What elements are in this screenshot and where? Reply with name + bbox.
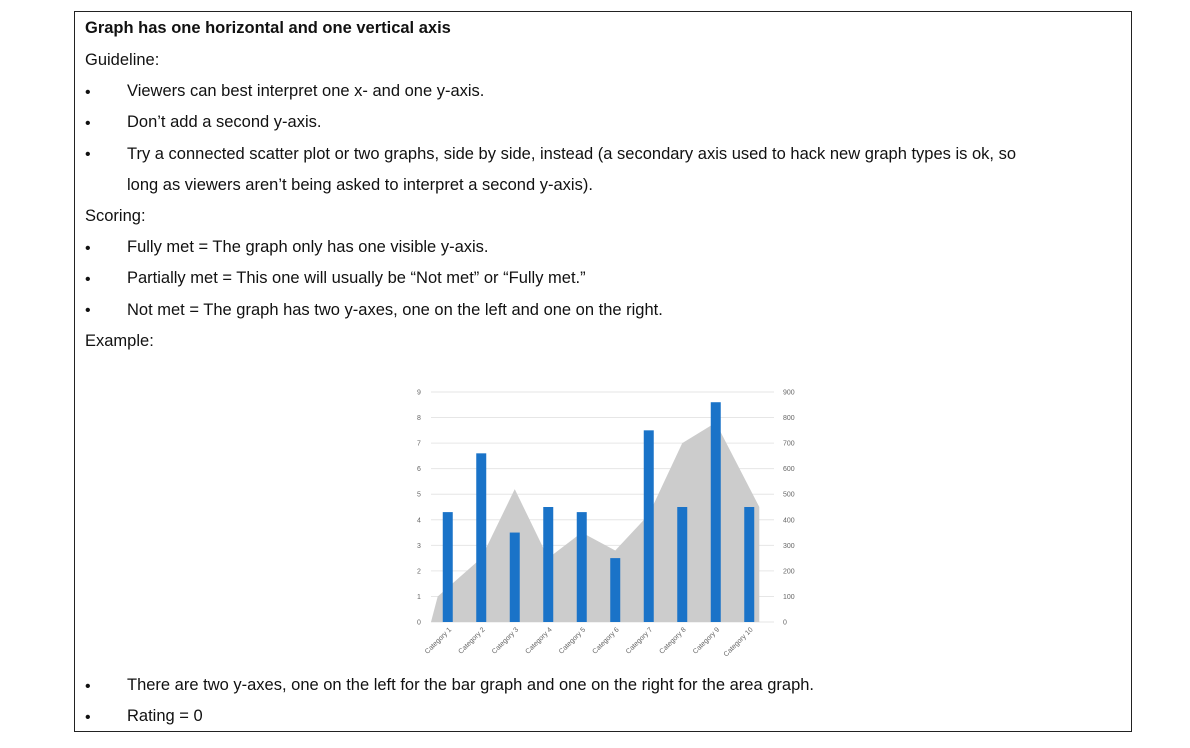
bullet-icon: • (85, 240, 91, 257)
bar (476, 453, 487, 622)
rating-text: Rating = 0 (127, 707, 203, 725)
explanation-text: There are two y-axes, one on the left fo… (127, 676, 815, 694)
left-axis-tick-label: 5 (417, 492, 421, 499)
dual-axis-chart: 0 1 2 3 4 5 6 7 8 9 0 100 200 300 400 500 600 700 800 900 Ca… (417, 390, 795, 659)
category-label: Category 5 (558, 626, 587, 655)
scoring-label: Scoring: (85, 207, 146, 225)
document-frame: Graph has one horizontal and one vertica… (74, 11, 1132, 732)
scoring-item-1: Fully met = The graph only has one visib… (127, 238, 489, 256)
guideline-item-2: Don’t add a second y-axis. (127, 113, 322, 131)
right-axis-tick-label: 600 (783, 466, 795, 473)
guideline-item-3: Try a connected scatter plot or two grap… (127, 145, 1017, 163)
guideline-label: Guideline: (85, 51, 160, 69)
right-axis-tick-label: 300 (783, 543, 795, 550)
left-axis-tick-label: 8 (417, 415, 421, 422)
scoring-item-3: Not met = The graph has two y-axes, one … (127, 301, 663, 319)
right-axis-tick-label: 400 (783, 517, 795, 524)
bullet-icon: • (85, 271, 91, 288)
left-axis-tick-label: 0 (417, 620, 421, 627)
bullet-icon: • (85, 115, 91, 132)
left-axis-tick-label: 2 (417, 568, 421, 575)
left-axis-tick-label: 3 (417, 543, 421, 550)
category-label: Category 10 (723, 626, 755, 658)
left-axis-tick-label: 7 (417, 441, 421, 448)
right-axis-tick-label: 900 (783, 390, 795, 397)
guideline-item-1: Viewers can best interpret one x- and on… (127, 82, 485, 100)
scoring-item-2: Partially met = This one will usually be… (127, 269, 586, 287)
category-label: Category 1 (424, 626, 453, 655)
bullet-icon: • (85, 84, 91, 101)
bar (610, 558, 621, 622)
category-label: Category 4 (524, 626, 553, 655)
bar (677, 507, 688, 622)
bar (509, 532, 520, 622)
left-axis-tick-label: 1 (417, 594, 421, 601)
category-label: Category 3 (491, 626, 520, 655)
right-axis-tick-label: 500 (783, 492, 795, 499)
right-axis-tick-label: 200 (783, 568, 795, 575)
bar (576, 512, 587, 622)
category-label: Category 7 (625, 626, 654, 655)
example-label: Example: (85, 332, 154, 350)
right-axis-tick-label: 100 (783, 594, 795, 601)
bar (744, 507, 755, 622)
left-axis-tick-label: 9 (417, 390, 421, 397)
category-label: Category 9 (692, 626, 721, 655)
bullet-icon: • (85, 709, 91, 726)
right-axis-tick-label: 800 (783, 415, 795, 422)
bullet-icon: • (85, 302, 91, 319)
category-label: Category 8 (658, 626, 687, 655)
category-label: Category 6 (591, 626, 620, 655)
bar (442, 512, 453, 622)
section-heading: Graph has one horizontal and one vertica… (85, 19, 451, 37)
guideline-item-3-cont: long as viewers aren’t being asked to in… (127, 176, 593, 194)
bar (543, 507, 554, 622)
left-axis-tick-label: 4 (417, 517, 421, 524)
bullet-icon: • (85, 146, 91, 163)
bar (643, 430, 654, 622)
right-axis-tick-label: 700 (783, 441, 795, 448)
right-axis-tick-label: 0 (783, 620, 787, 627)
category-label: Category 2 (457, 626, 486, 655)
left-axis-tick-label: 6 (417, 466, 421, 473)
bullet-icon: • (85, 678, 91, 695)
bar (710, 402, 721, 622)
